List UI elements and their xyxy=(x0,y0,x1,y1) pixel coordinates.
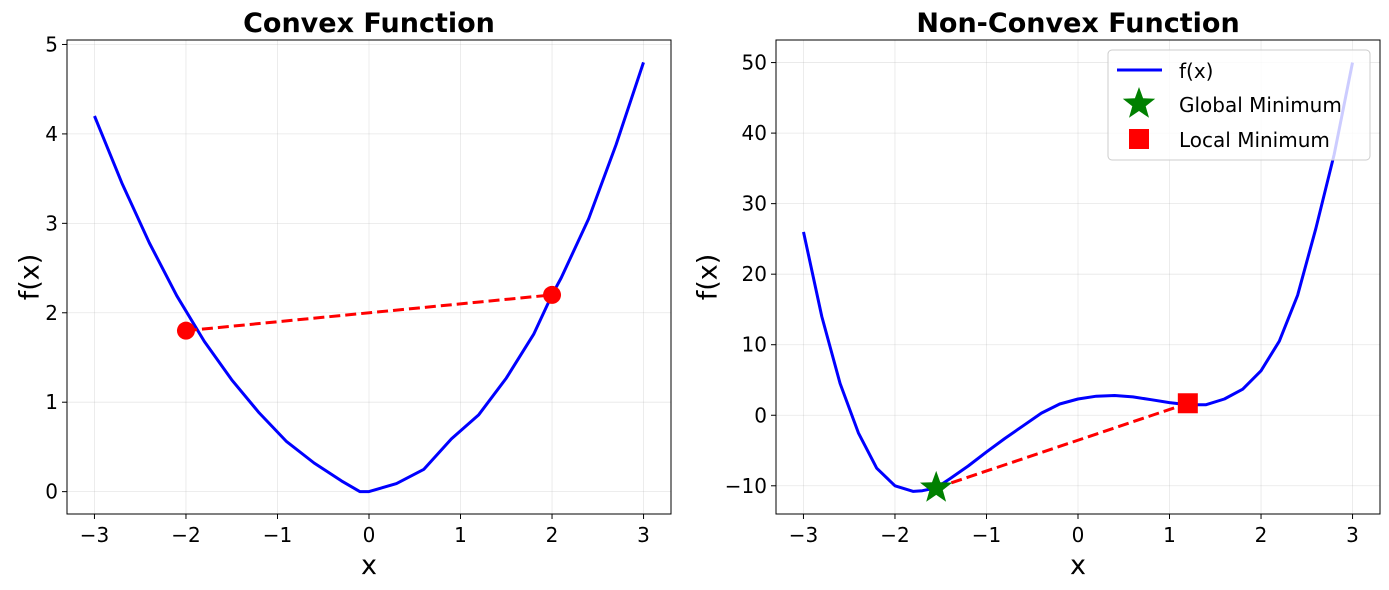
legend-star-icon xyxy=(1122,87,1156,118)
convex-ticks: −3 −2 −1 0 1 2 3 0 1 2 3 4 5 xyxy=(45,32,650,547)
nonconvex-x-axis-label: x xyxy=(1070,550,1086,581)
y-tick-label: 4 xyxy=(45,122,58,146)
x-tick-label: −1 xyxy=(263,523,292,547)
x-tick-label: −3 xyxy=(80,523,109,547)
x-tick-label: −3 xyxy=(789,523,818,547)
legend-square-icon xyxy=(1129,129,1149,149)
x-tick-label: 0 xyxy=(1072,523,1085,547)
nonconvex-plot-area xyxy=(802,62,1354,502)
secant-dashed-line xyxy=(935,401,1189,490)
legend-local-minimum-label: Local Minimum xyxy=(1179,128,1330,152)
x-tick-label: −1 xyxy=(972,523,1001,547)
endpoint-marker xyxy=(543,285,562,304)
y-tick-label: 30 xyxy=(742,192,767,216)
y-tick-label: 10 xyxy=(742,333,767,357)
endpoint-marker xyxy=(176,321,195,340)
y-tick-label: −10 xyxy=(725,474,767,498)
y-tick-label: 1 xyxy=(45,390,58,414)
x-tick-label: −2 xyxy=(171,523,200,547)
convex-plot-area xyxy=(93,61,645,494)
secant-dashed-line xyxy=(185,293,553,333)
nonconvex-chart-title: Non-Convex Function xyxy=(916,8,1239,39)
global-minimum-star-marker xyxy=(920,470,953,502)
nonconvex-grid xyxy=(776,40,1380,514)
nonconvex-legend: f(x) Global Minimum Local Minimum xyxy=(1107,49,1371,161)
x-tick-label: 3 xyxy=(637,523,650,547)
y-tick-label: 0 xyxy=(45,480,58,504)
convex-y-axis-label: f(x) xyxy=(15,254,46,301)
y-tick-label: 50 xyxy=(742,51,767,75)
x-tick-label: 0 xyxy=(363,523,376,547)
legend-global-minimum-label: Global Minimum xyxy=(1179,93,1342,117)
legend-fx-label: f(x) xyxy=(1179,59,1213,83)
convex-x-axis-label: x xyxy=(361,550,377,581)
x-tick-label: 3 xyxy=(1346,523,1359,547)
local-minimum-square-marker xyxy=(1177,393,1198,414)
nonconvex-y-axis-label: f(x) xyxy=(693,254,724,301)
y-tick-label: 3 xyxy=(45,211,58,235)
x-tick-label: 2 xyxy=(546,523,559,547)
x-tick-label: −2 xyxy=(880,523,909,547)
y-tick-label: 20 xyxy=(742,262,767,286)
curve-line xyxy=(802,62,1354,493)
convex-chart-title: Convex Function xyxy=(243,8,495,39)
convex-chart: −3 −2 −1 0 1 2 3 0 1 2 3 4 5 Convex Function x f(x) xyxy=(15,8,672,581)
y-tick-label: 0 xyxy=(754,403,767,427)
y-tick-label: 5 xyxy=(45,32,58,56)
x-tick-label: 2 xyxy=(1255,523,1268,547)
y-tick-label: 40 xyxy=(742,121,767,145)
x-tick-label: 1 xyxy=(454,523,467,547)
legend-box xyxy=(1107,49,1371,161)
x-tick-label: 1 xyxy=(1163,523,1176,547)
y-tick-label: 2 xyxy=(45,301,58,325)
